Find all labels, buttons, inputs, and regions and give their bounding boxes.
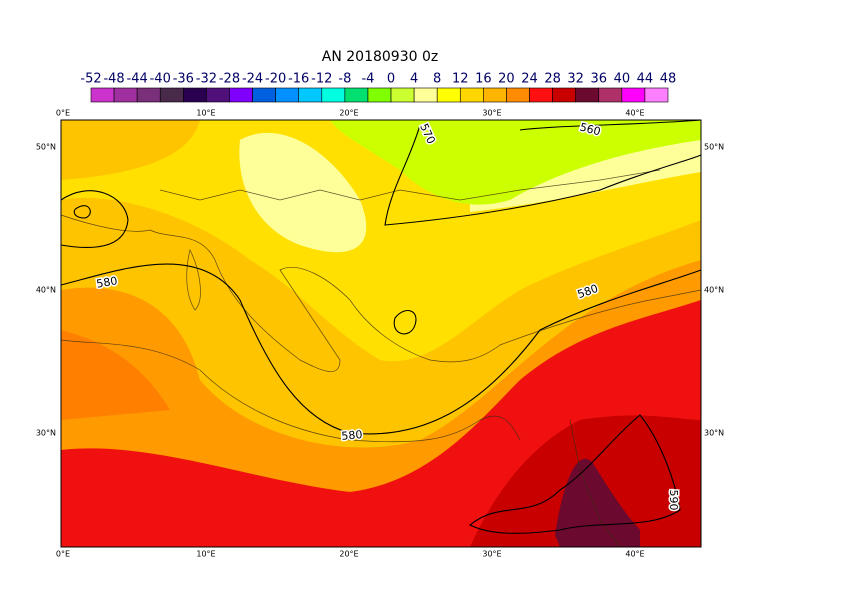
colorbar-box bbox=[252, 87, 276, 103]
contour-label: 590 bbox=[667, 490, 680, 511]
colorbar-box bbox=[529, 87, 553, 103]
colorbar-box bbox=[229, 87, 253, 103]
lat-label: 30°N bbox=[36, 429, 56, 438]
colorbar-label: 12 bbox=[452, 72, 469, 87]
colorbar-label: -44 bbox=[127, 72, 148, 87]
lat-label: 50°N bbox=[704, 143, 724, 152]
lon-label: 30°E bbox=[482, 109, 501, 118]
colorbar-label: 36 bbox=[590, 72, 607, 87]
colorbar-label: -40 bbox=[150, 72, 171, 87]
colorbar-box bbox=[644, 87, 669, 103]
colorbar-box bbox=[483, 87, 507, 103]
lat-label: 50°N bbox=[36, 143, 56, 152]
colorbar-box bbox=[506, 87, 530, 103]
contour-label: 580 bbox=[95, 274, 118, 290]
lat-label: 30°N bbox=[704, 429, 724, 438]
colorbar-box bbox=[436, 87, 461, 103]
colorbar-box bbox=[344, 87, 369, 103]
lat-label: 40°N bbox=[36, 286, 56, 295]
lon-label: 10°E bbox=[196, 109, 215, 118]
colorbar-label: -12 bbox=[311, 72, 332, 87]
lon-label: 20°E bbox=[339, 550, 358, 559]
contour-label: 580 bbox=[341, 428, 363, 443]
colorbar-label: -24 bbox=[242, 72, 263, 87]
colorbar-label: -8 bbox=[338, 72, 351, 87]
colorbar-box bbox=[183, 87, 207, 103]
colorbar-label: 48 bbox=[660, 72, 677, 87]
colorbar-label: 4 bbox=[410, 72, 418, 87]
colorbar-box bbox=[390, 87, 415, 103]
colorbar-label: -48 bbox=[103, 72, 124, 87]
colorbar-box bbox=[206, 87, 230, 103]
colorbar-label: 20 bbox=[498, 72, 515, 87]
lon-label: 40°E bbox=[625, 109, 644, 118]
colorbar-label: 28 bbox=[544, 72, 561, 87]
colorbar-box bbox=[575, 87, 600, 103]
colorbar-label: 40 bbox=[614, 72, 631, 87]
colorbar-label: -32 bbox=[196, 72, 217, 87]
colorbar-box bbox=[90, 87, 115, 103]
colorbar-box bbox=[298, 87, 323, 103]
colorbar-box bbox=[275, 87, 300, 103]
colorbar-label: 0 bbox=[387, 72, 395, 87]
colorbar-label: -16 bbox=[288, 72, 309, 87]
colorbar-label: -28 bbox=[219, 72, 240, 87]
colorbar-label: 32 bbox=[567, 72, 584, 87]
colorbar-box bbox=[459, 87, 484, 103]
colorbar-label: 8 bbox=[433, 72, 441, 87]
lon-label: 30°E bbox=[482, 550, 501, 559]
colorbar-label: -52 bbox=[80, 72, 101, 87]
colorbar-box bbox=[552, 87, 576, 103]
colorbar-box bbox=[321, 87, 346, 103]
contours bbox=[60, 119, 702, 548]
colorbar-label: 16 bbox=[475, 72, 492, 87]
colorbar-label: 24 bbox=[521, 72, 538, 87]
colorbar-label: -4 bbox=[361, 72, 374, 87]
colorbar-label: -20 bbox=[265, 72, 286, 87]
lat-label: 40°N bbox=[704, 286, 724, 295]
axis-labels: 0°E 0°E 10°E 10°E 20°E 20°E 30°E 30°E 40°E 40°E 50… bbox=[36, 109, 724, 559]
colorbar-box bbox=[159, 87, 184, 103]
map-title: AN 20180930 0z bbox=[322, 49, 438, 65]
lon-label: 10°E bbox=[196, 550, 215, 559]
lon-label: 20°E bbox=[339, 109, 358, 118]
colorbar-label: 44 bbox=[637, 72, 654, 87]
lon-label: 0°E bbox=[56, 550, 70, 559]
colorbar-label: -36 bbox=[173, 72, 194, 87]
colorbar-box bbox=[136, 87, 161, 103]
colorbar-box bbox=[113, 87, 138, 103]
colorbar-box bbox=[598, 87, 623, 103]
lon-label: 0°E bbox=[56, 109, 70, 118]
colorbar-box bbox=[621, 87, 646, 103]
colorbar-box bbox=[367, 87, 392, 103]
colorbar: -52 -48 -44 -40 -36 -32 -28 -24 -20 -16 -12 -8 -4 0 4 8… bbox=[80, 72, 676, 103]
lon-label: 40°E bbox=[625, 550, 644, 559]
colorbar-box bbox=[413, 87, 438, 103]
